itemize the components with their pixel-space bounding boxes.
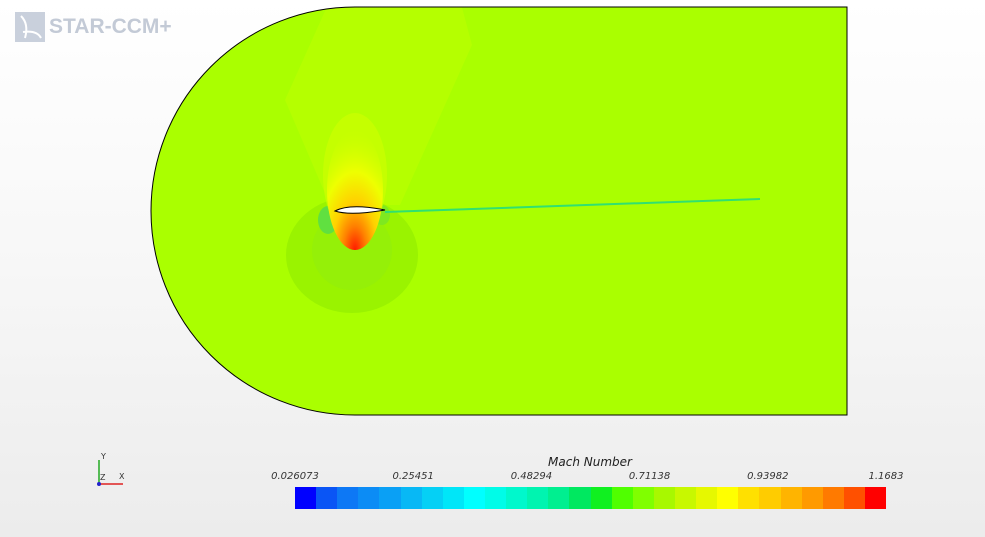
mach-contour-field — [151, 7, 847, 415]
color-bar-segment — [759, 487, 781, 509]
color-bar-segment — [674, 487, 697, 509]
color-bar-segment — [316, 487, 338, 509]
color-bar-segment — [569, 487, 591, 509]
legend-tick-label: 0.026073 — [271, 471, 319, 482]
star-ccm-logo-icon — [15, 12, 45, 42]
wake — [385, 198, 760, 213]
airfoil — [333, 206, 386, 214]
axis-triad: Y Z X — [97, 452, 125, 486]
color-bar-segment — [696, 487, 718, 509]
color-bar-segment — [527, 487, 549, 509]
color-bar-segment — [463, 487, 485, 509]
scalar-scene[interactable] — [0, 0, 985, 440]
legend-title: Mach Number — [548, 455, 632, 469]
color-bar-segment — [864, 487, 887, 509]
color-bar-segment — [548, 487, 570, 509]
color-bar-segment — [611, 487, 633, 509]
color-bar-segment — [801, 487, 823, 509]
logo: STAR-CCM+ — [15, 12, 172, 42]
color-bar-segment — [400, 487, 422, 509]
color-bar-segment — [421, 487, 443, 509]
color-bar-segment — [822, 487, 844, 509]
color-bar-segment — [843, 487, 865, 509]
color-bar-segment — [442, 487, 464, 509]
color-bar-segment — [780, 487, 802, 509]
color-bar-segment — [506, 487, 528, 509]
legend-tick-label: 0.71138 — [628, 471, 671, 482]
color-bar-segment — [358, 487, 380, 509]
color-bar-segment — [632, 487, 654, 509]
legend-tick-label: 0.25451 — [392, 471, 434, 482]
legend-tick-label: 0.48294 — [510, 471, 553, 482]
axis-y-label: Y — [100, 452, 106, 461]
color-bar-segment — [337, 487, 359, 509]
color-bar-segment — [379, 487, 401, 509]
legend-tick-label: 1.1683 — [868, 471, 904, 482]
legend-tick-label: 0.93982 — [747, 471, 789, 482]
domain-outline — [150, 6, 848, 416]
logo-text: STAR-CCM+ — [49, 15, 172, 38]
color-bar-segment — [738, 487, 760, 509]
color-bar-segment — [590, 487, 612, 509]
axis-z-label: Z — [100, 473, 106, 482]
color-bar-segment — [717, 487, 739, 509]
axis-x-label: X — [119, 472, 125, 481]
color-bar — [295, 487, 887, 509]
color-bar-segment — [295, 487, 317, 509]
color-bar-segment — [653, 487, 675, 509]
color-bar-segment — [484, 487, 507, 509]
